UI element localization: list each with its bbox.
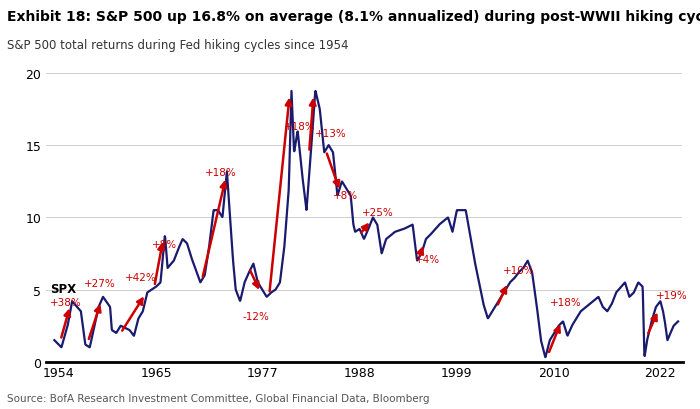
Text: +42%: +42%: [125, 273, 157, 283]
Text: +18%: +18%: [550, 297, 582, 307]
Text: +19%: +19%: [656, 290, 687, 300]
Text: Source: BofA Research Investment Committee, Global Financial Data, Bloomberg: Source: BofA Research Investment Committ…: [7, 393, 430, 403]
Text: SPX: SPX: [50, 283, 76, 296]
Text: +18%: +18%: [204, 168, 237, 178]
Text: +25%: +25%: [362, 208, 394, 218]
Text: S&P 500 total returns during Fed hiking cycles since 1954: S&P 500 total returns during Fed hiking …: [7, 39, 349, 52]
Text: Exhibit 18: S&P 500 up 16.8% on average (8.1% annualized) during post-WWII hikin: Exhibit 18: S&P 500 up 16.8% on average …: [7, 10, 700, 24]
Text: +4%: +4%: [415, 254, 440, 264]
Text: +18%: +18%: [284, 121, 316, 131]
Text: +8%: +8%: [152, 240, 177, 249]
Text: +38%: +38%: [50, 297, 82, 307]
Text: -12%: -12%: [243, 312, 270, 321]
Text: +13%: +13%: [315, 128, 347, 139]
Text: +27%: +27%: [83, 279, 116, 288]
Text: +8%: +8%: [333, 191, 358, 200]
Text: +10%: +10%: [503, 265, 535, 276]
